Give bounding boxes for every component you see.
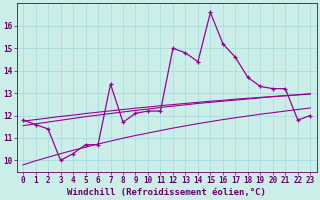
X-axis label: Windchill (Refroidissement éolien,°C): Windchill (Refroidissement éolien,°C) xyxy=(67,188,266,197)
